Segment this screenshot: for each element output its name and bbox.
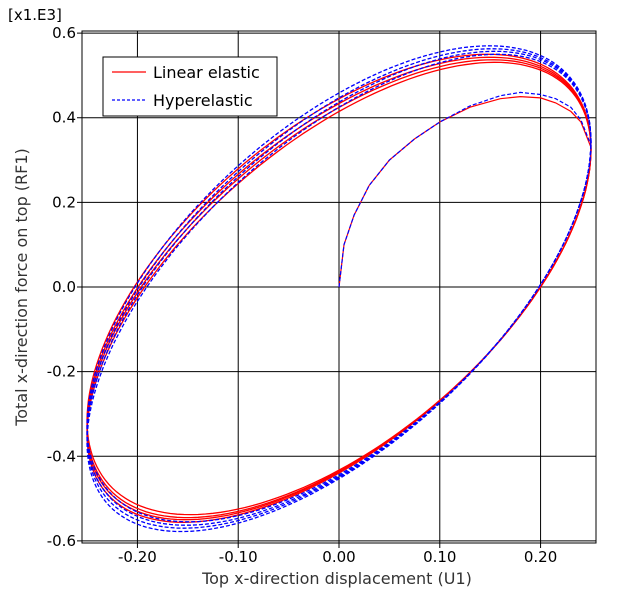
- x-tick-label: -0.10: [219, 548, 258, 566]
- y-tick-label: -0.2: [47, 363, 76, 381]
- legend-label-hyperelastic: Hyperelastic: [153, 91, 253, 110]
- y-tick-label: -0.4: [47, 447, 76, 465]
- series-hyperelastic: [86, 45, 592, 533]
- plot-series: [86, 45, 592, 533]
- y-tick-label: -0.6: [47, 532, 76, 550]
- legend: Linear elastic Hyperelastic: [102, 56, 278, 117]
- y-tick-label: 0.6: [52, 24, 76, 42]
- legend-label-linear-elastic: Linear elastic: [153, 63, 260, 82]
- y-tick-label: 0.4: [52, 109, 76, 127]
- y-multiplier-label: [x1.E3]: [8, 6, 62, 24]
- x-tick-label: 0.00: [322, 548, 355, 566]
- series-hyperelastic-cycle: [86, 53, 592, 533]
- legend-box: [102, 56, 278, 117]
- x-tick-label: -0.20: [118, 548, 157, 566]
- series-linear-elastic-initial-loading: [338, 95, 592, 288]
- y-axis-title: Total x-direction force on top (RF1): [12, 148, 31, 427]
- x-axis-title: Top x-direction displacement (U1): [201, 569, 472, 588]
- series-hyperelastic-initial-loading: [338, 91, 592, 288]
- y-tick-label: 0.2: [52, 193, 76, 211]
- x-tick-label: 0.20: [524, 548, 557, 566]
- axis-ticks: -0.20 -0.10 0.00 0.10 0.20 -0.6 -0.4 -0.2 0.0 0.2…: [47, 24, 558, 566]
- x-tick-label: 0.10: [423, 548, 456, 566]
- y-tick-label: 0.0: [52, 278, 76, 296]
